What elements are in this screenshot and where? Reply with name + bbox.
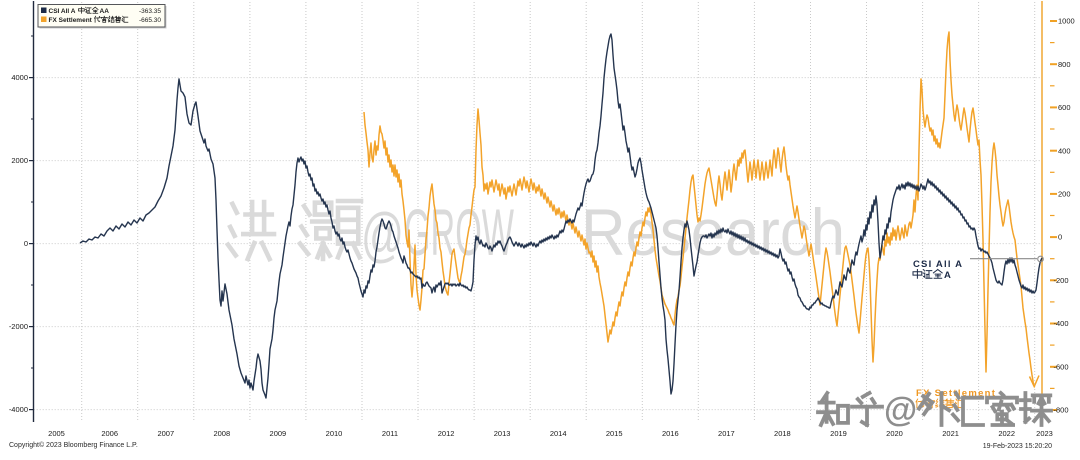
svg-text:800: 800 (1058, 60, 1071, 69)
svg-text:0: 0 (1058, 233, 1062, 242)
svg-text:2015: 2015 (606, 429, 623, 438)
svg-text:CSI All A: CSI All A (913, 259, 963, 270)
svg-text:0: 0 (24, 239, 28, 248)
svg-text:AA: AA (100, 8, 110, 15)
svg-text:2017: 2017 (718, 429, 735, 438)
svg-text:2019: 2019 (830, 429, 847, 438)
svg-text:-665.30: -665.30 (139, 17, 161, 24)
svg-text:1000: 1000 (1058, 17, 1075, 26)
svg-text:2012: 2012 (438, 429, 455, 438)
svg-text:2018: 2018 (774, 429, 791, 438)
svg-text:2016: 2016 (662, 429, 679, 438)
svg-text:2008: 2008 (213, 429, 230, 438)
svg-text:2023: 2023 (1036, 429, 1053, 438)
svg-text:2006: 2006 (101, 429, 118, 438)
svg-text:A: A (944, 270, 951, 281)
svg-text:-363.35: -363.35 (139, 8, 161, 15)
svg-text:2022: 2022 (998, 429, 1015, 438)
svg-text:2009: 2009 (270, 429, 287, 438)
svg-text:-400: -400 (1054, 319, 1069, 328)
svg-text:2011: 2011 (382, 429, 398, 438)
svg-text:400: 400 (1058, 146, 1071, 155)
svg-text:2013: 2013 (494, 429, 511, 438)
svg-text:600: 600 (1058, 103, 1071, 112)
svg-text:2021: 2021 (942, 429, 959, 438)
svg-text:2020: 2020 (886, 429, 903, 438)
svg-text:-4000: -4000 (9, 405, 28, 414)
svg-text:200: 200 (1058, 190, 1071, 199)
svg-text:-800: -800 (1054, 406, 1069, 415)
svg-text:Copyright© 2023 Bloomberg Fina: Copyright© 2023 Bloomberg Finance L.P. (9, 441, 138, 449)
svg-text:CSI All A: CSI All A (49, 8, 76, 15)
svg-text:2005: 2005 (48, 429, 65, 438)
svg-text:2010: 2010 (326, 429, 343, 438)
svg-text:2014: 2014 (550, 429, 567, 438)
svg-text:19-Feb-2023 15:20:20: 19-Feb-2023 15:20:20 (983, 443, 1052, 450)
svg-text:-600: -600 (1054, 362, 1069, 371)
svg-text:-200: -200 (1054, 276, 1069, 285)
svg-text:2007: 2007 (157, 429, 174, 438)
svg-text:@: @ (884, 391, 917, 429)
svg-text:2000: 2000 (11, 156, 28, 165)
svg-text:4000: 4000 (11, 73, 28, 82)
svg-text:-2000: -2000 (9, 322, 28, 331)
svg-text:@: @ (361, 201, 404, 268)
svg-text:GROW: GROW (404, 195, 514, 269)
svg-text:FX Settlement: FX Settlement (49, 17, 93, 24)
